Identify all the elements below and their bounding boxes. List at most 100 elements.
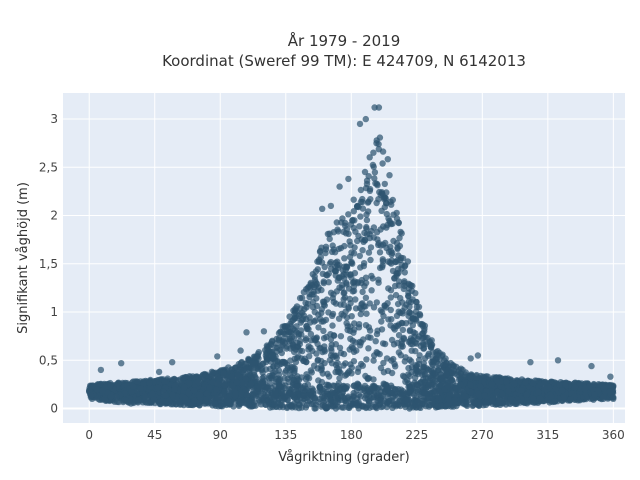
data-point [260, 394, 267, 402]
data-point [373, 137, 380, 144]
data-point [340, 350, 348, 358]
data-point [416, 311, 423, 318]
data-point [346, 295, 354, 303]
data-point [321, 359, 328, 367]
data-point [262, 346, 269, 354]
data-point [154, 384, 162, 391]
data-point [381, 340, 389, 348]
data-point [149, 390, 156, 397]
data-point [352, 305, 360, 312]
data-point [289, 404, 296, 411]
data-point [379, 160, 386, 167]
data-point [359, 300, 366, 307]
data-point [356, 223, 363, 230]
data-point [336, 344, 344, 351]
data-point [385, 316, 392, 323]
data-point [562, 381, 569, 389]
data-point [311, 273, 318, 280]
data-point [591, 391, 598, 398]
data-point [385, 285, 392, 292]
data-point [219, 379, 226, 387]
data-point [137, 385, 144, 392]
data-point [390, 341, 398, 348]
x-tick-label: 135 [274, 428, 297, 442]
data-point [332, 368, 339, 376]
data-point [380, 195, 388, 203]
data-point [102, 397, 109, 404]
data-point [384, 156, 391, 163]
y-tick-label: 2,5 [39, 160, 58, 174]
data-point [348, 258, 355, 266]
x-tick-label: 90 [213, 428, 228, 442]
data-point [346, 238, 353, 245]
data-point [130, 383, 137, 390]
data-point [304, 374, 311, 381]
data-point [209, 369, 217, 376]
data-point [365, 249, 373, 256]
data-point [199, 371, 207, 378]
data-point [318, 389, 325, 396]
data-point [415, 303, 423, 311]
data-point [375, 104, 383, 111]
data-point [377, 364, 385, 372]
data-point [467, 374, 474, 381]
data-point [307, 319, 314, 326]
data-point [270, 363, 277, 370]
data-point [404, 376, 411, 384]
data-point [357, 186, 365, 194]
data-point [309, 299, 317, 306]
data-point [511, 380, 518, 388]
data-point [386, 259, 394, 266]
data-point [379, 256, 386, 263]
data-point [359, 247, 366, 254]
data-point [350, 358, 358, 365]
data-point [331, 398, 339, 405]
data-point [289, 391, 297, 398]
data-point [350, 196, 357, 203]
data-point [161, 378, 168, 385]
data-point [405, 389, 412, 396]
data-point [324, 272, 331, 279]
data-point [421, 322, 429, 329]
data-point [272, 388, 279, 395]
data-point [86, 387, 93, 394]
data-point [362, 279, 370, 287]
data-point [284, 335, 292, 343]
data-point [361, 236, 368, 244]
data-point [292, 358, 300, 366]
data-point [378, 326, 386, 333]
data-point [268, 338, 276, 345]
x-tick-label: 360 [602, 428, 625, 442]
data-point [336, 284, 343, 291]
data-point [346, 271, 354, 279]
y-tick-label: 1,5 [39, 257, 58, 271]
data-point [232, 390, 240, 397]
data-point [383, 304, 390, 311]
data-point [367, 395, 374, 402]
y-tick-label: 1 [50, 305, 58, 319]
data-point [278, 349, 285, 357]
data-point [348, 343, 355, 351]
data-point [398, 392, 406, 399]
data-point [421, 394, 428, 401]
data-point [315, 324, 322, 331]
x-tick-label: 270 [471, 428, 494, 442]
data-point [329, 389, 336, 396]
data-point [503, 378, 510, 385]
data-point [361, 382, 369, 390]
data-point [377, 397, 384, 404]
data-point [373, 349, 380, 356]
data-point [203, 390, 211, 397]
data-point [367, 334, 374, 341]
data-point [522, 379, 529, 386]
data-point [298, 331, 305, 338]
data-point [369, 275, 376, 282]
data-point [379, 190, 386, 198]
data-point [370, 357, 377, 364]
data-point [142, 394, 149, 401]
data-point [425, 366, 432, 373]
data-point [335, 264, 342, 271]
data-point [169, 376, 177, 383]
data-point [363, 180, 371, 188]
data-point [371, 175, 378, 182]
